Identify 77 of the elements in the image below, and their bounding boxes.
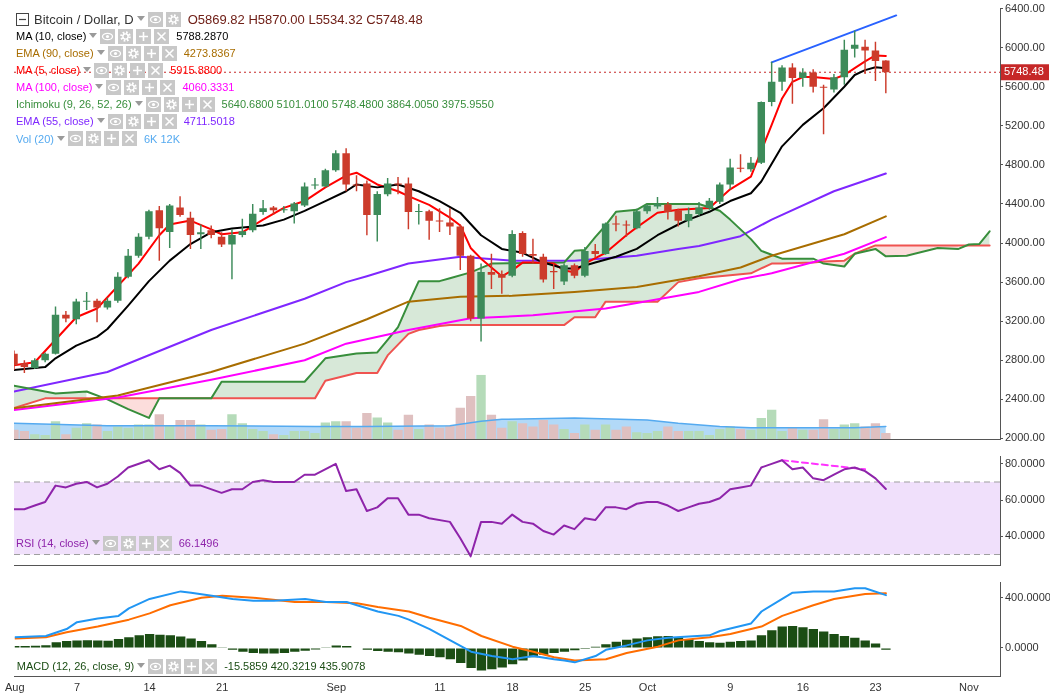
annotation: 5788.2870 — [176, 30, 229, 43]
y-tick-label: 80.0000 — [1005, 456, 1045, 469]
y-tick-label: 6400.00 — [1005, 1, 1045, 14]
annotation: 4273.8367 — [183, 47, 236, 60]
bar — [476, 374, 486, 440]
text: MA (5, close) — [16, 64, 81, 77]
candlestick — [529, 238, 537, 264]
x-tick-label: Sep — [326, 681, 347, 694]
candlestick — [591, 244, 599, 258]
text: Vol (20) — [16, 132, 54, 145]
y-tick-label: 0.0000 — [1005, 640, 1039, 653]
x-tick-label: 23 — [869, 681, 882, 694]
y-tick-label: 5600.00 — [1005, 79, 1045, 92]
y-tick-label: 3600.00 — [1005, 275, 1045, 288]
candlestick — [197, 224, 205, 249]
y-tick-label: 40.0000 — [1005, 529, 1045, 542]
bar — [559, 429, 569, 440]
y-tick-label: 5200.00 — [1005, 118, 1045, 131]
candlestick — [425, 209, 433, 240]
candlestick — [228, 229, 236, 280]
y-tick-label: 2400.00 — [1005, 392, 1045, 405]
text: EMA (55, close) — [16, 115, 94, 128]
text: Ichimoku (9, 26, 52, 26) — [16, 98, 132, 111]
candlestick — [612, 215, 620, 232]
x-tick-label: Oct — [638, 681, 656, 694]
bar — [735, 429, 746, 440]
candlestick — [311, 178, 319, 190]
bar — [507, 421, 517, 440]
text: EMA (90, close) — [16, 47, 94, 60]
annotation: 4060.3331 — [182, 81, 235, 94]
bar — [580, 424, 590, 440]
x-tick-label: 25 — [579, 681, 592, 694]
bar — [268, 434, 279, 440]
x-tick-label: 9 — [727, 681, 734, 694]
x-tick-label: 16 — [796, 681, 810, 694]
annotation: 4711.5018 — [183, 115, 235, 128]
annotation: 5915.8800 — [170, 64, 223, 77]
x-tick-label: 11 — [434, 681, 446, 694]
candlestick — [280, 205, 288, 213]
y-tick-label: 2800.00 — [1005, 353, 1045, 366]
candlestick — [799, 68, 807, 87]
annotation: -15.5859 420.3219 435.9078 — [224, 660, 366, 673]
y-tick-label: 6000.00 — [1005, 40, 1045, 53]
ref-line-label: 5748.48 — [1004, 65, 1044, 78]
x-tick-label: Aug — [5, 681, 25, 694]
x-tick-label: 14 — [143, 681, 156, 694]
x-tick-label: 18 — [506, 681, 519, 694]
candlestick — [415, 203, 423, 225]
x-tick-label: Nov — [959, 681, 980, 694]
y-tick-label: 2000.00 — [1005, 431, 1045, 444]
candlestick — [394, 177, 402, 195]
y-tick-label: 60.0000 — [1005, 493, 1045, 506]
annotation: 5640.6800 5101.0100 5748.4800 3864.0050 3975.9550 — [221, 98, 494, 111]
bar — [61, 434, 71, 440]
x-tick-label: 7 — [73, 681, 81, 694]
x-tick-label: 21 — [216, 681, 229, 694]
y-tick-label: 4800.00 — [1005, 157, 1045, 170]
y-tick-label: 4000.00 — [1005, 236, 1045, 249]
bar — [414, 429, 424, 440]
annotation: 66.1496 — [178, 537, 219, 550]
bar — [92, 424, 102, 440]
text: RSI (14, close) — [16, 537, 89, 550]
series-label: MACD (12, 26, close, 9) — [16, 660, 135, 673]
candlestick — [498, 270, 506, 294]
annotation: O5869.82 H5870.00 L5534.32 C5748.48 — [187, 11, 423, 27]
candlestick — [259, 200, 267, 215]
bar — [600, 424, 611, 440]
y-tick-label: 4400.00 — [1005, 197, 1045, 210]
annotation: 6K 12K — [143, 132, 181, 145]
y-tick-label: 3200.00 — [1005, 314, 1045, 327]
y-tick-label: 400.0000 — [1005, 590, 1050, 603]
text: MA (100, close) — [16, 81, 93, 94]
chart-title: Bitcoin / Dollar, D — [34, 11, 134, 27]
text: MA (10, close) — [16, 30, 87, 43]
candlestick — [861, 39, 869, 75]
bar — [569, 432, 580, 440]
candlestick — [93, 298, 101, 323]
